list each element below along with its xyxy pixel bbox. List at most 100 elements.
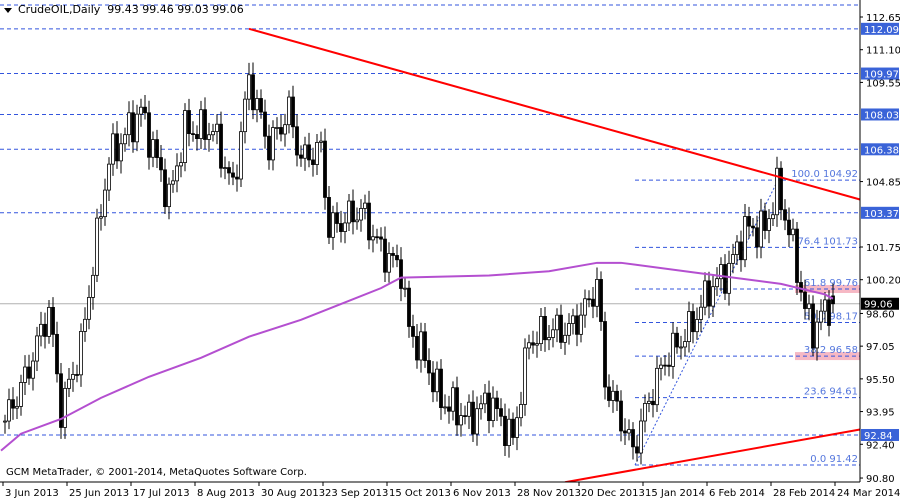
candle	[707, 280, 711, 307]
candle	[803, 291, 807, 309]
candle	[463, 415, 467, 417]
candle	[611, 390, 615, 401]
candle	[275, 127, 279, 129]
candle	[51, 306, 55, 335]
candle	[207, 134, 211, 140]
candle	[499, 408, 503, 417]
candle	[251, 74, 255, 111]
candle	[691, 311, 695, 333]
candle	[683, 341, 687, 348]
fib-level-label: 0.0 91.42	[810, 454, 858, 465]
candle	[383, 238, 387, 273]
candle	[659, 364, 663, 369]
candle	[507, 418, 511, 446]
candle	[239, 131, 243, 180]
fib-level-label: 23.6 94.61	[804, 387, 858, 398]
candle	[359, 208, 363, 221]
candle	[807, 303, 811, 309]
candle	[567, 323, 571, 336]
candle	[115, 133, 119, 162]
candle	[99, 216, 103, 219]
x-tick-label: 30 Aug 2013	[261, 488, 325, 499]
candle	[503, 415, 507, 446]
candle	[7, 399, 11, 422]
support-trendline	[564, 428, 861, 484]
candle	[159, 157, 163, 171]
level-price-label: 108.03	[864, 110, 899, 121]
x-tick-label: 20 Dec 2013	[581, 488, 645, 499]
current-price-tag	[861, 297, 899, 310]
candle	[127, 112, 131, 136]
candle	[103, 189, 107, 218]
candle	[151, 139, 155, 158]
candle	[3, 420, 7, 423]
candle	[763, 210, 767, 231]
candle	[719, 264, 723, 280]
x-tick-label: 15 Oct 2013	[389, 488, 451, 499]
candle	[487, 392, 491, 422]
candle	[255, 98, 259, 111]
level-price-tag	[861, 206, 899, 219]
fib-level-label: 38.2 96.58	[804, 345, 858, 356]
x-tick-label: 6 Feb 2014	[709, 488, 765, 499]
candle	[303, 144, 307, 159]
y-tick-label: 93.95	[866, 408, 895, 419]
candle	[343, 222, 347, 232]
candle	[491, 397, 495, 422]
fib-level-label: 76.4 101.73	[798, 236, 858, 247]
candle	[715, 278, 719, 288]
candle	[299, 154, 303, 159]
y-tick-label: 90.80	[866, 474, 895, 485]
candle	[135, 113, 139, 143]
candle	[43, 323, 47, 337]
candle	[595, 279, 599, 307]
candle	[215, 123, 219, 132]
candle	[459, 415, 463, 426]
candle	[171, 180, 175, 185]
candle	[651, 400, 655, 406]
candle	[795, 228, 799, 283]
candle	[539, 316, 543, 345]
candle	[351, 200, 355, 223]
candle	[511, 418, 515, 438]
candle	[363, 202, 367, 209]
candle	[23, 366, 27, 383]
candle	[655, 367, 659, 406]
fib-level-label: 100.0 104.92	[791, 169, 858, 180]
candle	[607, 386, 611, 401]
candle	[367, 202, 371, 241]
candle	[107, 163, 111, 191]
x-tick-label: 24 Mar 2014	[837, 488, 900, 499]
candle	[443, 406, 447, 409]
candle	[311, 159, 315, 165]
candle	[735, 241, 739, 255]
candle	[587, 298, 591, 301]
dropdown-triangle-icon[interactable]	[4, 7, 12, 13]
candle	[783, 209, 787, 221]
candle	[335, 212, 339, 224]
level-price-label: 103.37	[864, 209, 899, 220]
x-tick-label: 17 Jul 2013	[133, 488, 190, 499]
candle	[219, 123, 223, 169]
price-axis-bg	[860, 0, 900, 500]
y-tick-label: 92.40	[866, 440, 895, 451]
y-tick-label: 97.05	[866, 342, 895, 353]
time-axis-bg	[0, 482, 900, 500]
candle	[751, 225, 755, 229]
candle	[123, 134, 127, 145]
candle	[575, 315, 579, 335]
candle	[267, 135, 271, 161]
candle	[403, 287, 407, 290]
y-tick-label: 104.85	[866, 178, 900, 189]
candle	[831, 295, 835, 305]
candle	[387, 253, 391, 273]
candle	[555, 314, 559, 331]
candle	[355, 219, 359, 223]
candle	[111, 133, 115, 165]
candle	[483, 392, 487, 405]
candle	[287, 96, 291, 126]
chart-title: CrudeOIL,Daily 99.43 99.46 99.03 99.06	[4, 3, 244, 16]
candle	[551, 329, 555, 338]
candle	[63, 387, 67, 428]
